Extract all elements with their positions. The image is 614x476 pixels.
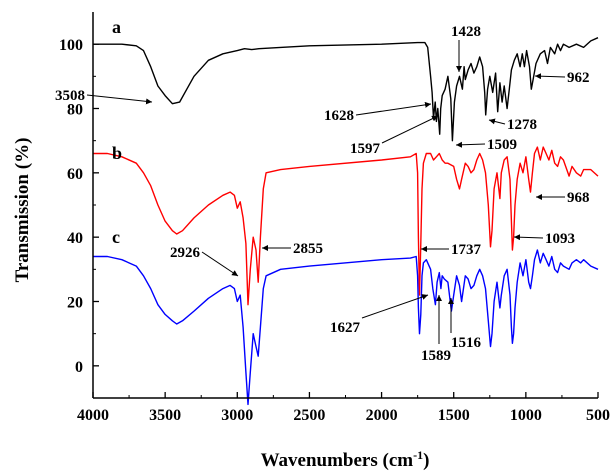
series-label-a: a [112,17,121,37]
peak-arrow [381,115,439,144]
x-axis-label: Wavenumbers (cm-1) [261,448,430,471]
peak-label: 1737 [451,242,482,258]
peak-label: 962 [567,70,590,86]
peak-label: 1627 [330,320,361,336]
peak-label: 1628 [324,108,354,124]
peak-label: 1278 [507,117,537,133]
peak-label: 968 [567,190,590,206]
peak-arrow [534,73,566,80]
peak-arrow [86,94,153,105]
y-tick-label: 100 [59,37,83,54]
series-labels: a b c [112,17,122,247]
y-tick-label: 80 [67,102,83,119]
peak-label: 1589 [421,348,451,364]
y-tick-label: 40 [67,230,83,247]
peak-arrow [361,294,429,319]
series-line-c [93,249,599,406]
series-label-c: c [112,227,120,247]
y-tick-label: 0 [75,359,83,376]
series-layer [93,37,599,406]
y-axis-label: Transmission (%) [12,138,33,283]
peak-label: 1509 [487,137,517,153]
x-tick-label: 500 [586,407,610,424]
series-label-b: b [112,143,122,163]
annotation-layer: 3508 1428 962 1628 1278 1597 1509 968 2855 1737 10… [55,24,590,364]
peak-label: 3508 [55,88,85,104]
y-tick-label: 20 [67,295,83,312]
peak-label: 1597 [350,141,381,157]
series-line-b [93,146,599,306]
axes-layer: 4000 3500 3000 2500 2000 1500 1000 500 0 20 40 60 80… [59,12,610,424]
peak-arrow [201,251,239,277]
series-line-a [93,37,599,142]
peak-arrow [488,118,506,125]
x-tick-label: 4000 [77,407,109,424]
x-tick-label: 2500 [293,407,325,424]
x-tick-label: 3500 [149,407,181,424]
peak-label: 2855 [293,241,323,257]
x-tick-label: 2000 [366,407,398,424]
peak-arrow [455,141,486,148]
y-tick-label: 60 [67,166,83,183]
x-tick-label: 3000 [221,407,253,424]
peak-label: 1516 [451,335,482,351]
x-tick-label: 1500 [438,407,470,424]
peak-arrow [513,234,544,241]
peak-label: 2926 [170,245,201,261]
peak-label: 1428 [451,24,481,40]
x-tick-label: 1000 [510,407,542,424]
peak-label: 1093 [545,231,575,247]
peak-arrow [355,101,432,116]
